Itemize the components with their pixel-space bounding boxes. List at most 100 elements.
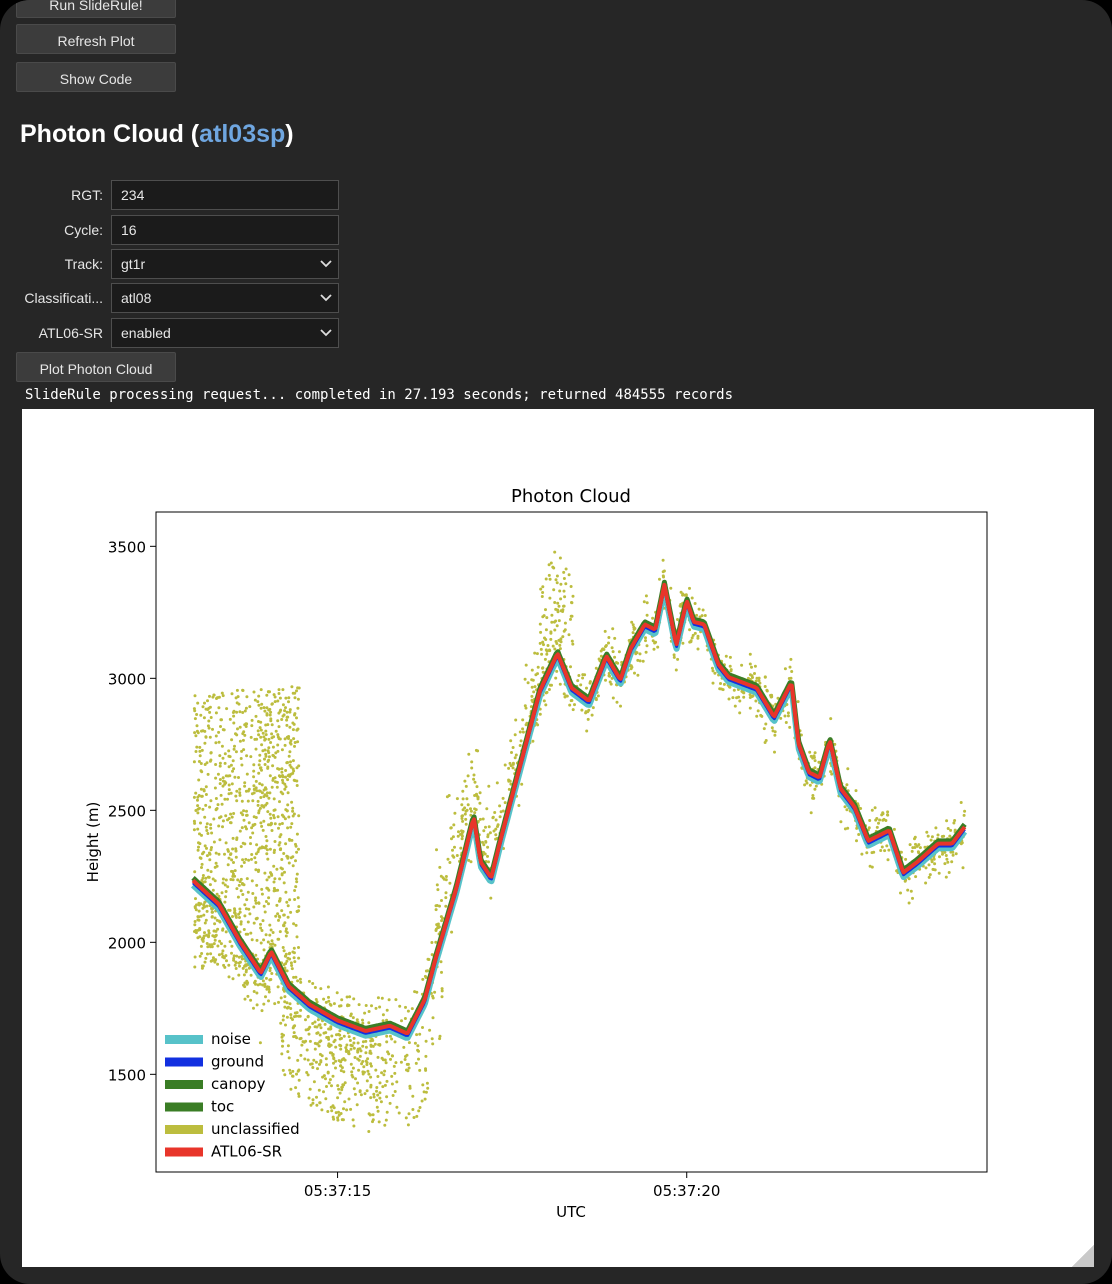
unclassified-point	[385, 1095, 389, 1099]
unclassified-point	[278, 800, 281, 804]
unclassified-point	[369, 1062, 373, 1066]
unclassified-point	[608, 680, 612, 684]
unclassified-point	[229, 763, 233, 767]
unclassified-point	[295, 779, 299, 783]
unclassified-point	[192, 760, 196, 764]
rgt-value: 234	[121, 187, 145, 203]
unclassified-point	[938, 855, 941, 859]
unclassified-point	[644, 639, 647, 643]
unclassified-point	[336, 1096, 340, 1100]
unclassified-point	[293, 1024, 297, 1028]
unclassified-point	[277, 937, 281, 941]
unclassified-point	[498, 804, 502, 808]
unclassified-point	[369, 1083, 373, 1087]
unclassified-point	[358, 1054, 362, 1058]
unclassified-point	[433, 990, 437, 994]
unclassified-point	[239, 877, 243, 881]
unclassified-point	[203, 960, 207, 964]
unclassified-point	[294, 877, 298, 881]
classification-select[interactable]: atl08	[111, 283, 339, 313]
unclassified-point	[321, 1075, 325, 1079]
unclassified-point	[234, 915, 238, 919]
unclassified-point	[208, 710, 212, 714]
unclassified-point	[200, 833, 203, 837]
unclassified-point	[320, 1108, 324, 1112]
unclassified-point	[789, 676, 793, 680]
unclassified-point	[291, 806, 295, 810]
unclassified-point	[240, 799, 244, 803]
unclassified-point	[406, 1123, 410, 1127]
unclassified-point	[903, 879, 907, 883]
unclassified-point	[719, 682, 722, 685]
unclassified-point	[205, 829, 209, 832]
rgt-input[interactable]: 234	[111, 180, 339, 210]
unclassified-point	[322, 1090, 325, 1094]
unclassified-point	[352, 997, 356, 1001]
unclassified-point	[264, 729, 268, 733]
unclassified-point	[257, 901, 261, 905]
atl06sr-select[interactable]: enabled	[111, 318, 339, 348]
unclassified-point	[286, 803, 290, 807]
unclassified-point	[464, 784, 468, 788]
cycle-input[interactable]: 16	[111, 215, 339, 245]
api-name-link[interactable]: atl03sp	[199, 120, 286, 148]
unclassified-point	[267, 990, 271, 994]
unclassified-point	[265, 693, 269, 697]
noise-profile	[191, 586, 968, 1041]
unclassified-point	[738, 711, 742, 715]
unclassified-point	[287, 737, 290, 740]
unclassified-point	[286, 1050, 290, 1054]
unclassified-point	[245, 754, 249, 758]
unclassified-point	[287, 861, 291, 865]
unclassified-point	[262, 706, 266, 710]
unclassified-point	[906, 888, 910, 892]
unclassified-point	[269, 816, 273, 820]
track-select[interactable]: gt1r	[111, 249, 339, 279]
unclassified-point	[295, 832, 299, 836]
unclassified-point	[229, 812, 233, 816]
unclassified-point	[345, 1108, 349, 1112]
unclassified-point	[244, 789, 248, 793]
run-sliderule-button[interactable]: Run SlideRule!	[16, 0, 176, 18]
show-code-button[interactable]: Show Code	[16, 62, 176, 92]
unclassified-point	[431, 1042, 435, 1046]
plot-photon-cloud-button[interactable]: Plot Photon Cloud	[16, 352, 176, 382]
unclassified-point	[453, 811, 457, 815]
unclassified-point	[348, 995, 352, 999]
unclassified-point	[255, 991, 259, 995]
unclassified-point	[478, 801, 482, 805]
unclassified-point	[226, 863, 230, 867]
unclassified-point	[594, 696, 598, 700]
unclassified-point	[788, 725, 792, 729]
unclassified-point	[280, 822, 284, 825]
unclassified-point	[210, 943, 214, 947]
unclassified-point	[430, 1037, 434, 1041]
unclassified-point	[371, 1039, 375, 1042]
unclassified-point	[418, 1106, 422, 1109]
unclassified-point	[279, 833, 283, 837]
unclassified-point	[214, 797, 218, 800]
unclassified-point	[517, 804, 521, 807]
unclassified-point	[759, 713, 763, 717]
unclassified-point	[343, 1100, 347, 1104]
unclassified-point	[233, 869, 237, 873]
legend-label: canopy	[211, 1075, 266, 1093]
unclassified-point	[292, 737, 296, 741]
unclassified-point	[324, 1097, 328, 1101]
unclassified-point	[272, 735, 276, 739]
unclassified-point	[307, 1096, 311, 1100]
unclassified-point	[790, 670, 794, 673]
unclassified-point	[224, 774, 228, 778]
unclassified-point	[803, 783, 807, 787]
unclassified-point	[873, 806, 877, 810]
unclassified-point	[930, 860, 934, 864]
unclassified-point	[221, 928, 225, 932]
unclassified-point	[279, 1021, 283, 1025]
refresh-plot-button[interactable]: Refresh Plot	[16, 24, 176, 54]
unclassified-point	[281, 714, 285, 718]
resize-handle[interactable]	[1072, 1245, 1094, 1267]
unclassified-point	[289, 1071, 292, 1075]
unclassified-point	[748, 662, 752, 666]
unclassified-point	[291, 759, 295, 763]
unclassified-point	[295, 716, 298, 720]
